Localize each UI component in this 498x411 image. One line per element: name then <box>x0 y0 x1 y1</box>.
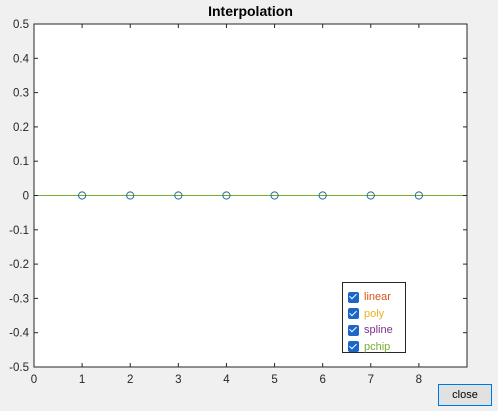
data-points <box>78 191 423 200</box>
x-tick-label: 5 <box>271 374 277 386</box>
chart-title: Interpolation <box>208 3 293 19</box>
y-tick-label: 0 <box>23 191 29 203</box>
x-tick-label: 8 <box>416 374 422 386</box>
axes-box <box>33 23 468 368</box>
x-tick-label: 6 <box>319 374 325 386</box>
x-tick-label: 7 <box>368 374 374 386</box>
axis-ticks <box>33 23 467 368</box>
y-tick-label: 0.5 <box>13 19 29 31</box>
legend: linear poly spline pchip <box>342 282 406 353</box>
legend-label-pchip: pchip <box>364 340 391 353</box>
data-point <box>270 191 279 200</box>
legend-label-linear: linear <box>364 291 391 303</box>
x-tick-label: 4 <box>223 374 230 386</box>
y-tick-label: 0.3 <box>13 88 29 100</box>
y-tick-labels: 0.5 0.4 0.3 0.2 0.1 0 -0.1 -0.2 -0.3 -0.4 -0.5 <box>9 19 29 374</box>
close-button[interactable]: close <box>438 384 492 406</box>
checkbox-checked-icon[interactable] <box>348 341 359 352</box>
x-tick-label: 1 <box>79 374 85 386</box>
data-point <box>366 191 375 200</box>
y-tick-label: -0.2 <box>9 259 29 271</box>
y-tick-label: -0.5 <box>9 362 29 374</box>
data-point <box>414 191 423 200</box>
legend-item-pchip[interactable]: pchip <box>348 339 405 355</box>
checkbox-checked-icon[interactable] <box>348 324 359 336</box>
data-point <box>174 191 183 200</box>
x-tick-labels: 0 1 2 3 4 5 6 7 8 <box>31 374 422 386</box>
data-point <box>78 191 87 200</box>
y-tick-label: 0.2 <box>13 122 29 134</box>
legend-item-spline[interactable]: spline <box>348 322 405 338</box>
x-tick-label: 2 <box>127 374 133 386</box>
checkbox-checked-icon[interactable] <box>348 291 359 303</box>
legend-item-linear[interactable]: linear <box>348 289 405 305</box>
y-tick-label: 0.1 <box>13 156 29 168</box>
legend-label-poly: poly <box>364 307 385 320</box>
data-point <box>318 191 327 200</box>
legend-label-spline: spline <box>364 324 393 336</box>
y-tick-label: -0.1 <box>9 225 29 237</box>
y-tick-label: -0.3 <box>9 293 29 305</box>
checkbox-checked-icon[interactable] <box>348 308 359 319</box>
x-tick-label: 3 <box>175 374 181 386</box>
x-tick-label: 0 <box>31 374 37 386</box>
legend-item-poly[interactable]: poly <box>348 306 405 322</box>
y-tick-label: 0.4 <box>13 53 30 65</box>
data-point <box>126 191 135 200</box>
data-point <box>222 191 231 200</box>
y-tick-label: -0.4 <box>9 328 29 340</box>
